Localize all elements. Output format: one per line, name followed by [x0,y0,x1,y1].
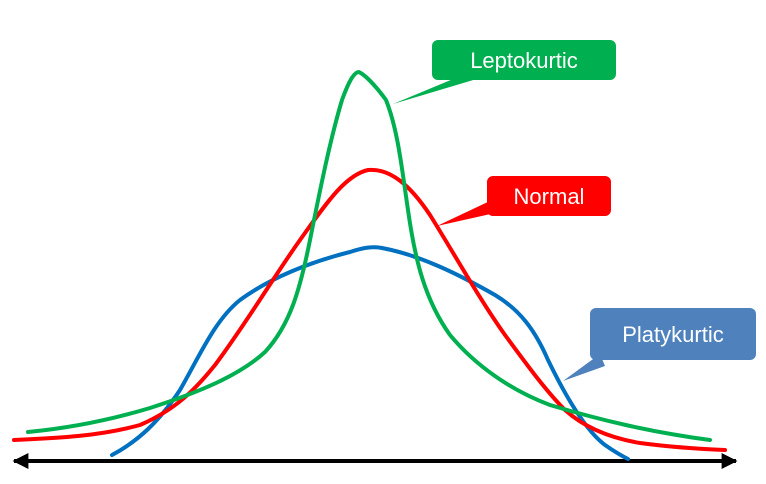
normal-curve [12,167,727,452]
platykurtic-callout-box [590,308,756,360]
normal-label: Normal [514,184,585,209]
normal-callout-pointer [437,200,495,226]
platykurtic-label: Platykurtic [622,322,723,347]
leptokurtic-label: Leptokurtic [470,48,578,73]
normal-callout: Normal [437,176,611,226]
platykurtic-callout: Platykurtic [563,308,756,381]
leptokurtic-callout: Leptokurtic [393,40,616,104]
platykurtic-curve [110,245,630,461]
leptokurtic-callout-box [432,40,616,80]
platykurtic-callout-pointer [563,354,605,381]
leptokurtic-curve [26,70,712,442]
normal-callout-box [487,176,611,216]
